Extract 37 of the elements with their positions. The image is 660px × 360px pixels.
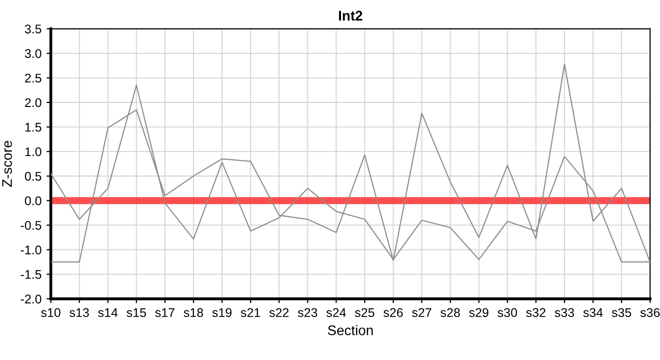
y-tick-label: -2.0	[20, 294, 42, 304]
x-tick-label: s25	[355, 308, 374, 318]
y-tick-label: 2.5	[25, 74, 42, 83]
x-tick-label: s26	[384, 308, 403, 318]
x-tick-label: s17	[155, 308, 174, 318]
y-tick-label: 1.5	[25, 122, 42, 132]
x-tick-label: s13	[70, 308, 89, 318]
x-tick-label: s15	[126, 308, 146, 318]
x-tick-label: s14	[98, 308, 118, 318]
x-tick-label: s32	[526, 308, 546, 318]
chart-title: Int2	[339, 10, 362, 21]
x-tick-label: s35	[612, 308, 632, 318]
x-tick-label: s19	[212, 308, 232, 318]
y-tick-label: 0.5	[24, 172, 42, 181]
x-tick-label: s29	[469, 308, 488, 318]
x-tick-label: s21	[240, 308, 260, 318]
x-tick-label: s34	[583, 308, 603, 318]
x-tick-label: s36	[640, 308, 660, 318]
x-tick-label: s30	[498, 308, 518, 318]
x-tick-label: s23	[298, 308, 318, 318]
y-tick-label: -0.5	[20, 220, 42, 230]
x-tick-label: s24	[326, 308, 346, 318]
x-axis-title: Section	[328, 325, 373, 336]
x-tick-label: s18	[184, 308, 204, 318]
y-tick-label: 3.0	[24, 49, 42, 58]
y-tick-label: 2.0	[25, 98, 42, 108]
y-tick-label: 1.0	[25, 147, 42, 156]
x-tick-label: s10	[41, 308, 60, 318]
x-tick-label: s27	[412, 308, 432, 318]
y-tick-label: 0.0	[24, 196, 42, 206]
y-tick-label: 3.5	[24, 24, 42, 34]
x-tick-label: s33	[554, 308, 574, 318]
y-axis-title: Z-score	[2, 140, 12, 187]
x-tick-label: s28	[440, 308, 460, 318]
y-tick-label: -1.5	[20, 270, 42, 279]
x-tick-label: s22	[269, 308, 289, 318]
y-tick-label: -1.0	[20, 246, 42, 254]
